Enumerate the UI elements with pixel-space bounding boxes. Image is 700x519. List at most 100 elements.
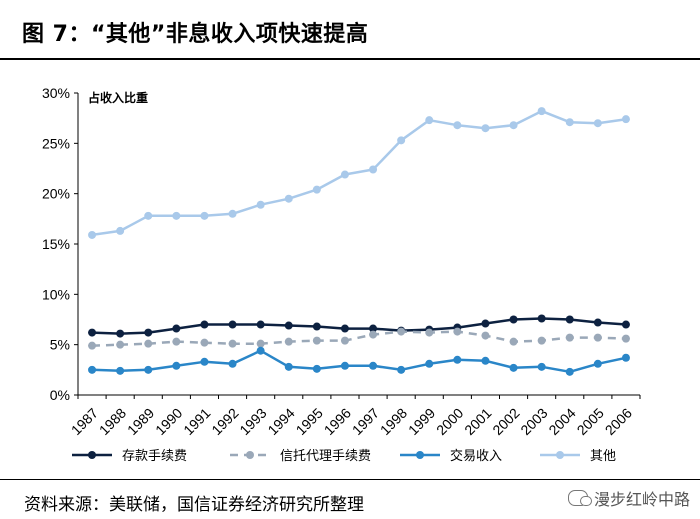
x-tick-label: 1991 bbox=[180, 405, 213, 438]
chart-axes: 0%5%10%15%20%25%30%198719881989199019911… bbox=[42, 85, 641, 438]
y-tick-label: 0% bbox=[50, 387, 70, 403]
data-point bbox=[369, 361, 378, 370]
x-tick-label: 1990 bbox=[152, 405, 185, 438]
x-tick-label: 1995 bbox=[293, 405, 326, 438]
title-divider bbox=[0, 58, 700, 60]
data-point bbox=[565, 367, 574, 376]
data-point bbox=[312, 185, 321, 194]
y-tick-label: 25% bbox=[42, 135, 70, 151]
data-point bbox=[88, 230, 97, 239]
data-point bbox=[88, 341, 97, 350]
y-tick-label: 5% bbox=[50, 337, 70, 353]
legend-swatch-marker bbox=[88, 451, 96, 459]
data-point bbox=[284, 362, 293, 371]
data-point bbox=[340, 361, 349, 370]
data-point bbox=[593, 318, 602, 327]
y-tick-label: 30% bbox=[42, 85, 70, 101]
data-point bbox=[537, 107, 546, 116]
data-point bbox=[509, 121, 518, 130]
data-point bbox=[593, 119, 602, 128]
series-group bbox=[88, 346, 630, 376]
x-tick-label: 1997 bbox=[349, 405, 382, 438]
y-tick-label: 10% bbox=[42, 286, 70, 302]
data-point bbox=[621, 115, 630, 124]
data-point bbox=[172, 337, 181, 346]
watermark-text: 漫步红岭中路 bbox=[593, 490, 690, 509]
data-point bbox=[425, 116, 434, 125]
legend-label: 信托代理手续费 bbox=[280, 449, 371, 464]
data-point bbox=[284, 337, 293, 346]
legend-label: 存款手续费 bbox=[122, 449, 187, 464]
data-point bbox=[481, 356, 490, 365]
data-point bbox=[509, 315, 518, 324]
series-group bbox=[88, 327, 630, 350]
data-point bbox=[256, 200, 265, 209]
data-point bbox=[397, 136, 406, 145]
x-tick-label: 2000 bbox=[433, 405, 466, 438]
data-point bbox=[144, 328, 153, 337]
legend-label: 其他 bbox=[590, 449, 616, 464]
data-point bbox=[88, 328, 97, 337]
x-tick-label: 2004 bbox=[545, 405, 578, 438]
line-chart: 0%5%10%15%20%25%30%198719881989199019911… bbox=[42, 85, 641, 464]
data-point bbox=[284, 321, 293, 330]
data-point bbox=[256, 346, 265, 355]
legend-swatch-marker bbox=[246, 451, 254, 459]
series-group bbox=[88, 107, 630, 239]
chart-legend: 存款手续费 信托代理手续费 交易收入 其他 bbox=[72, 448, 616, 464]
x-tick-label: 1998 bbox=[377, 405, 410, 438]
x-tick-label: 2002 bbox=[489, 405, 522, 438]
data-point bbox=[228, 339, 237, 348]
x-tick-label: 1999 bbox=[405, 405, 438, 438]
data-point bbox=[312, 364, 321, 373]
data-point bbox=[200, 338, 209, 347]
data-point bbox=[621, 334, 630, 343]
data-point bbox=[256, 339, 265, 348]
y-axis-label: 占收入比重 bbox=[88, 90, 148, 105]
footer-divider bbox=[0, 479, 700, 480]
data-point bbox=[453, 121, 462, 130]
x-tick-label: 1989 bbox=[124, 405, 157, 438]
data-point bbox=[565, 333, 574, 342]
data-point bbox=[116, 366, 125, 375]
data-point bbox=[172, 324, 181, 333]
data-point bbox=[340, 336, 349, 345]
data-point bbox=[481, 331, 490, 340]
x-tick-label: 2005 bbox=[574, 405, 607, 438]
data-point bbox=[453, 355, 462, 364]
x-tick-label: 2001 bbox=[461, 405, 494, 438]
data-point bbox=[340, 324, 349, 333]
x-tick-label: 1987 bbox=[68, 405, 101, 438]
x-tick-label: 1988 bbox=[96, 405, 129, 438]
data-point bbox=[88, 365, 97, 374]
data-point bbox=[397, 365, 406, 374]
data-point bbox=[116, 226, 125, 235]
figure-title: 图 7：“其他”非息收入项快速提高 bbox=[22, 22, 369, 47]
data-point bbox=[537, 336, 546, 345]
data-point bbox=[312, 322, 321, 331]
data-point bbox=[565, 315, 574, 324]
data-point bbox=[425, 328, 434, 337]
data-point bbox=[621, 320, 630, 329]
data-point bbox=[537, 314, 546, 323]
data-point bbox=[369, 165, 378, 174]
data-point bbox=[481, 319, 490, 328]
data-point bbox=[228, 320, 237, 329]
data-point bbox=[369, 324, 378, 333]
series-line bbox=[91, 109, 627, 237]
data-point bbox=[144, 211, 153, 220]
data-point bbox=[509, 363, 518, 372]
data-point bbox=[537, 362, 546, 371]
x-tick-label: 2003 bbox=[517, 405, 550, 438]
data-point bbox=[593, 333, 602, 342]
source-note: 资料来源：美联储，国信证券经济研究所整理 bbox=[24, 495, 364, 515]
data-point bbox=[172, 361, 181, 370]
data-point bbox=[565, 118, 574, 127]
watermark: 漫步红岭中路 bbox=[567, 486, 690, 510]
data-point bbox=[228, 209, 237, 218]
series-line bbox=[91, 317, 627, 335]
x-tick-label: 1994 bbox=[264, 405, 297, 438]
data-point bbox=[284, 194, 293, 203]
x-tick-label: 2006 bbox=[602, 405, 635, 438]
wechat-icon bbox=[567, 490, 592, 506]
